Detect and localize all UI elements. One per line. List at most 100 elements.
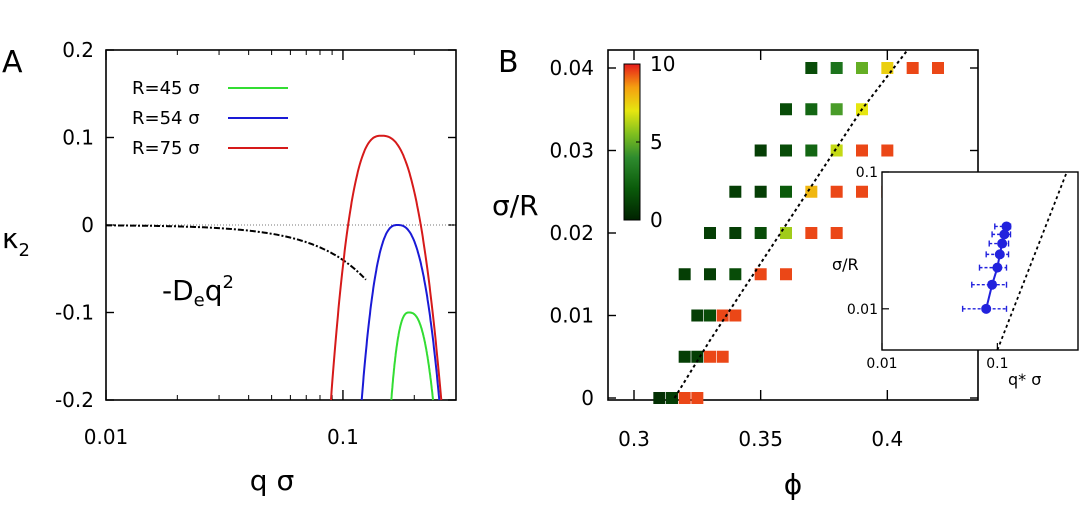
a-xtick-label: 0.01 [84, 425, 129, 449]
panel-label-a: A [2, 45, 23, 80]
heatmap-cell [704, 268, 716, 281]
heatmap-cell [678, 392, 691, 404]
curve-r-45- [390, 311, 434, 401]
b-xtick-label: 0.4 [871, 427, 903, 451]
heatmap-cell [691, 392, 704, 404]
a-ytick-label: -0.1 [55, 301, 94, 325]
heatmap-cell [704, 350, 716, 363]
heatmap-cell [691, 350, 704, 363]
panel-a-ylabel: κ2 [2, 222, 30, 261]
heatmap-cell [754, 227, 767, 239]
heatmap-cell [780, 144, 792, 157]
heatmap-cell [678, 268, 691, 281]
inset-ylabel: σ/R [832, 255, 859, 274]
panel-b-ticks: 0 0.01 0.02 0.03 0.04 0.3 0.35 0.4 [549, 50, 978, 451]
b-ytick-label: 0 [581, 386, 594, 410]
b-xtick-label: 0.35 [738, 427, 783, 451]
legend-label: R=45 σ [132, 78, 200, 99]
inset-point [994, 249, 1005, 260]
heatmap-cell [729, 268, 742, 281]
ylabel-subscript: 2 [19, 240, 30, 261]
heatmap-cell [691, 309, 704, 322]
panel-a: A -0.2 -0.1 0 0.1 0.2 0.01 0.1 R=45 σ R=54 σ R=7… [2, 38, 457, 497]
heatmap-cell [653, 392, 666, 404]
b-xtick-label: 0.3 [618, 427, 650, 451]
panel-a-xlabel: q σ [250, 464, 294, 497]
a-ytick-label: 0.1 [62, 126, 94, 150]
heatmap-cell [805, 227, 818, 239]
heatmap-cell [780, 185, 792, 198]
heatmap-cell [729, 309, 742, 322]
phase-boundary [673, 50, 909, 399]
a-ytick-label: -0.2 [55, 388, 94, 412]
panel-a-ticks: -0.2 -0.1 0 0.1 0.2 0.01 0.1 [55, 38, 456, 449]
inset-scaling-line [996, 172, 1068, 350]
panel-b-xlabel: ϕ [784, 468, 802, 501]
heatmap-cell [678, 350, 691, 363]
heatmap-cell [729, 185, 742, 198]
heatmap-cell [830, 62, 843, 74]
heatmap-cell [729, 227, 742, 239]
heatmap-cell [932, 62, 944, 74]
heatmap-cell [856, 144, 868, 157]
colorbar: 0 5 10 [623, 52, 675, 232]
panel-a-curves [105, 134, 443, 401]
inset-ticks: 0.01 0.1 0.01 0.1 [847, 165, 1009, 372]
b-ytick-label: 0.01 [549, 304, 594, 328]
heatmap-cell [666, 392, 678, 404]
heatmap-cell [830, 103, 843, 116]
inset-frame [881, 171, 1079, 351]
legend-label: R=54 σ [132, 108, 200, 129]
colorbar-tick-label: 5 [650, 130, 663, 154]
a-xtick-label: 0.1 [327, 425, 359, 449]
panel-a-legend: R=45 σ R=54 σ R=75 σ [132, 78, 288, 159]
b-ytick-label: 0.02 [549, 221, 594, 245]
inset-ytick-label: 0.01 [847, 302, 878, 318]
panel-label-b: B [498, 45, 519, 80]
b-ytick-label: 0.03 [549, 139, 594, 163]
heatmap-cell [716, 350, 729, 363]
b-ytick-label: 0.04 [549, 56, 594, 80]
legend-label: R=75 σ [132, 138, 200, 159]
inset-xtick-label: 0.1 [986, 356, 1008, 372]
annotation-deq2: -Deq2 [162, 272, 234, 311]
inset-point [1001, 221, 1012, 232]
curve-deq2 [105, 224, 367, 281]
heatmap-cell [805, 185, 818, 198]
heatmap-cell [805, 144, 818, 157]
heatmap-cell [780, 103, 792, 116]
a-ytick-label: 0.2 [62, 38, 94, 62]
heatmap-cell [780, 227, 792, 239]
colorbar-tick-label: 10 [650, 52, 675, 76]
panel-b: B 0 0.01 0.02 0.03 0.04 0.3 0.35 0.4 0 5 10 0.01 [492, 45, 1079, 501]
heatmap-cell [704, 309, 716, 322]
heatmap-cell [704, 227, 716, 239]
heatmap-cell [716, 309, 729, 322]
inset-point [997, 238, 1008, 249]
ylabel-kappa: κ [2, 222, 19, 255]
inset-point [987, 279, 998, 290]
inset-point [999, 229, 1010, 240]
panel-b-ylabel: σ/R [492, 189, 539, 222]
heatmap-cell [754, 144, 767, 157]
inset-ytick-label: 0.1 [856, 165, 878, 181]
heatmap-cells [653, 62, 944, 404]
heatmap-cell [830, 227, 843, 239]
inset: 0.01 0.1 0.01 0.1 σ/R q* σ [832, 165, 1079, 389]
a-ytick-label: 0 [81, 213, 94, 237]
heatmap-cell [805, 103, 818, 116]
heatmap-cell [830, 185, 843, 198]
heatmap-cell [754, 185, 767, 198]
colorbar-tick-label: 0 [650, 208, 663, 232]
curve-r-75- [330, 134, 443, 401]
inset-point [981, 303, 992, 314]
heatmap-cell [805, 62, 818, 74]
colorbar-ticks: 0 5 10 [636, 52, 675, 232]
heatmap-cell [881, 144, 894, 157]
heatmap-cell [856, 185, 868, 198]
inset-point [992, 262, 1003, 273]
inset-xlabel: q* σ [1008, 370, 1041, 389]
inset-points [961, 221, 1012, 314]
heatmap-cell [906, 62, 919, 74]
